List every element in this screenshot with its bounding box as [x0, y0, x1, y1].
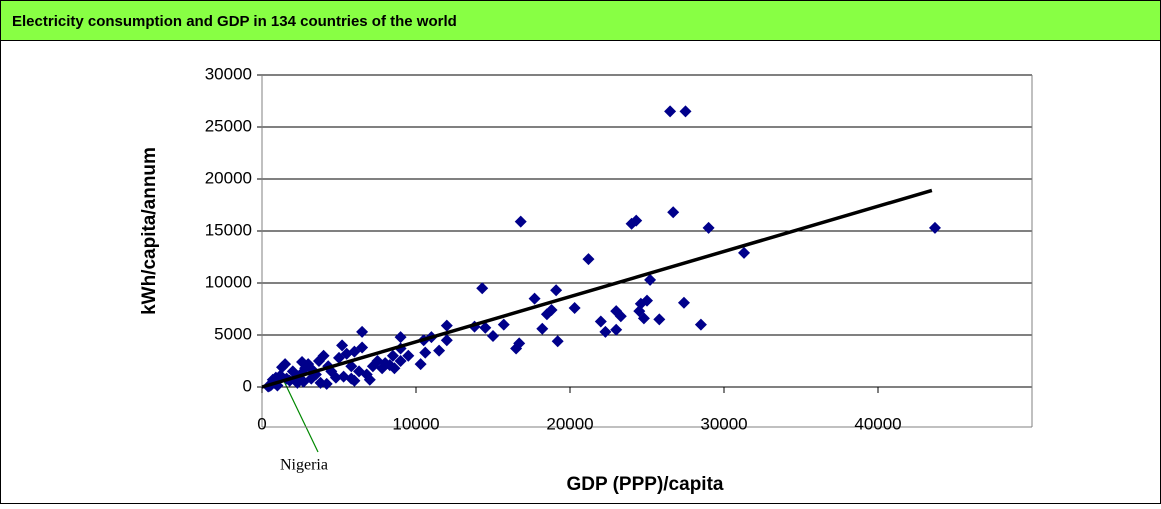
point	[402, 349, 415, 362]
point	[641, 294, 653, 307]
x-axis-label: GDP (PPP)/capita	[567, 474, 724, 495]
point	[414, 358, 427, 371]
x-tick-label: 10000	[392, 414, 439, 433]
y-tick-label: 10000	[205, 272, 252, 291]
point	[356, 325, 369, 338]
y-tick-label: 20000	[205, 168, 252, 187]
point	[677, 296, 690, 309]
point	[630, 214, 643, 227]
trendline	[261, 188, 933, 389]
point	[545, 304, 558, 317]
point	[366, 360, 379, 373]
point	[664, 105, 677, 118]
point	[667, 206, 680, 219]
chart-title: Electricity consumption and GDP in 134 c…	[12, 13, 457, 30]
point	[528, 292, 541, 305]
point	[644, 273, 657, 286]
point	[487, 330, 499, 343]
point	[320, 377, 333, 390]
x-tick-label: 20000	[546, 414, 593, 433]
point	[514, 215, 527, 228]
y-axis-label: kWh/capita/annum	[139, 147, 160, 315]
point	[702, 221, 715, 234]
header-bar	[1, 1, 1160, 40]
point	[928, 221, 941, 234]
x-tick-label: 0	[257, 414, 266, 433]
point	[433, 344, 446, 357]
point	[286, 365, 299, 378]
point	[614, 310, 627, 323]
point	[296, 356, 309, 369]
point	[513, 337, 526, 350]
point	[363, 373, 376, 386]
y-tick-label: 5000	[214, 324, 252, 343]
point	[440, 334, 453, 347]
point	[386, 349, 399, 362]
annotation: Nigeria	[280, 457, 328, 474]
point	[551, 335, 564, 348]
point	[305, 372, 318, 385]
y-tick-label: 15000	[205, 220, 252, 239]
point	[440, 319, 453, 332]
point	[394, 331, 407, 344]
point	[679, 105, 692, 118]
point	[637, 312, 650, 325]
point	[738, 246, 751, 259]
point	[476, 282, 489, 295]
x-tick-label: 40000	[854, 414, 901, 433]
point	[276, 361, 289, 374]
point	[336, 339, 349, 352]
x-tick-label: 30000	[700, 414, 747, 433]
point	[383, 359, 396, 372]
y-tick-label: 30000	[205, 64, 252, 83]
point	[348, 374, 361, 387]
point	[536, 322, 549, 335]
point	[594, 315, 607, 328]
point	[394, 355, 407, 367]
point	[582, 253, 595, 266]
point	[497, 318, 510, 331]
point	[333, 351, 345, 364]
point	[568, 301, 581, 314]
point	[694, 318, 707, 331]
y-tick-label: 0	[243, 376, 252, 395]
point	[550, 284, 563, 297]
y-tick-label: 25000	[205, 116, 252, 135]
point	[312, 355, 325, 367]
point	[610, 323, 623, 336]
point	[329, 371, 342, 384]
annotation-leader	[280, 374, 319, 453]
point	[599, 325, 612, 338]
point	[653, 313, 666, 326]
point	[419, 346, 432, 359]
point	[479, 321, 492, 334]
